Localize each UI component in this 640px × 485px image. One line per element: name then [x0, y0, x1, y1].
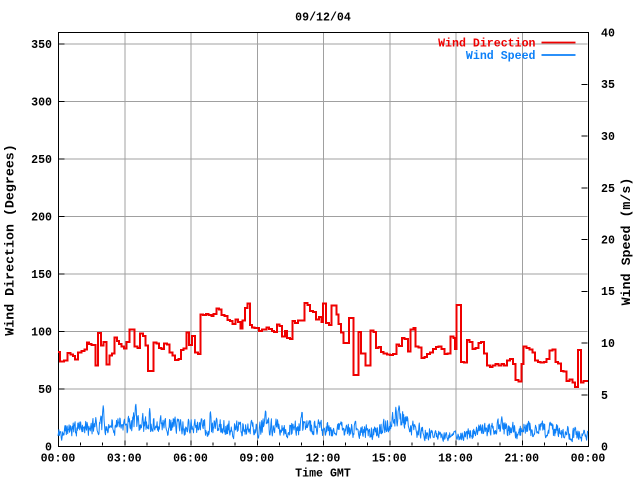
svg-text:20: 20 — [601, 235, 615, 248]
svg-text:21:00: 21:00 — [504, 453, 539, 466]
svg-text:Wind Speed (m/s): Wind Speed (m/s) — [619, 178, 634, 306]
svg-text:25: 25 — [601, 183, 615, 196]
svg-text:Time GMT: Time GMT — [295, 468, 351, 481]
svg-text:00:00: 00:00 — [571, 453, 606, 466]
svg-text:30: 30 — [601, 131, 615, 144]
svg-text:5: 5 — [601, 390, 608, 403]
svg-text:150: 150 — [31, 269, 52, 282]
svg-text:35: 35 — [601, 79, 615, 92]
svg-text:300: 300 — [31, 97, 52, 110]
svg-text:Wind Speed: Wind Speed — [466, 50, 536, 63]
svg-text:250: 250 — [31, 154, 52, 167]
svg-text:09/12/04: 09/12/04 — [295, 12, 351, 25]
svg-text:15:00: 15:00 — [372, 453, 407, 466]
svg-text:40: 40 — [601, 28, 615, 41]
svg-text:15: 15 — [601, 286, 615, 299]
svg-text:350: 350 — [31, 39, 52, 52]
svg-text:50: 50 — [38, 384, 52, 397]
svg-text:0: 0 — [601, 442, 608, 455]
svg-text:100: 100 — [31, 327, 52, 340]
svg-text:12:00: 12:00 — [306, 453, 341, 466]
svg-text:09:00: 09:00 — [239, 453, 274, 466]
svg-text:0: 0 — [45, 442, 52, 455]
svg-text:200: 200 — [31, 212, 52, 225]
svg-text:00:00: 00:00 — [41, 453, 76, 466]
svg-text:03:00: 03:00 — [107, 453, 142, 466]
svg-text:Wind Direction: Wind Direction — [438, 38, 535, 51]
svg-text:10: 10 — [601, 338, 615, 351]
svg-text:Wind Direction (Degrees): Wind Direction (Degrees) — [3, 144, 18, 336]
svg-text:18:00: 18:00 — [438, 453, 473, 466]
svg-text:06:00: 06:00 — [173, 453, 208, 466]
